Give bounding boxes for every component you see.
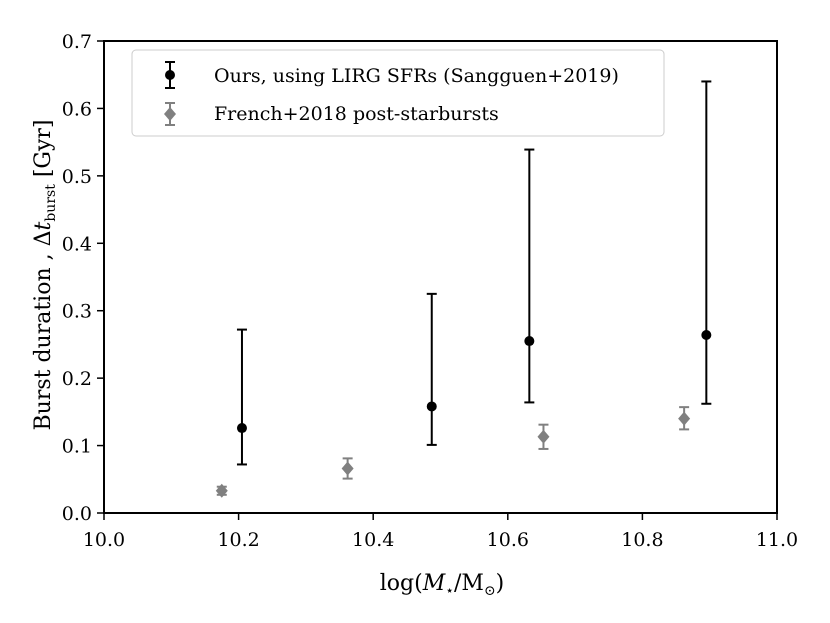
point-s1-p3 bbox=[678, 411, 691, 426]
axes bbox=[103, 40, 778, 514]
y-tick-label-0: 0.0 bbox=[62, 503, 92, 525]
x-axis-title: log(M⋆/M⊙) bbox=[380, 571, 505, 599]
legend-entry-ours: Ours, using LIRG SFRs (Sangguen+2019) bbox=[165, 61, 619, 89]
y-tick-label-5: 0.5 bbox=[62, 166, 92, 188]
legend-marker-french bbox=[164, 107, 176, 121]
data-marks bbox=[215, 80, 712, 498]
legend-marker-ours bbox=[165, 70, 175, 80]
y-axis-title: Burst duration , Δtburst [Gyr] bbox=[31, 119, 59, 430]
x-tick-label-4: 10.8 bbox=[621, 529, 663, 551]
legend-entry-french: French+2018 post-starbursts bbox=[164, 102, 499, 126]
point-s0-p3 bbox=[701, 329, 712, 340]
legend-label-ours: Ours, using LIRG SFRs (Sangguen+2019) bbox=[214, 65, 619, 87]
y-tick-label-2: 0.2 bbox=[62, 368, 92, 390]
point-s0-p0 bbox=[236, 423, 247, 434]
plot-frame bbox=[103, 40, 778, 514]
x-tick-label-2: 10.4 bbox=[352, 529, 394, 551]
legend: Ours, using LIRG SFRs (Sangguen+2019) Fr… bbox=[131, 49, 665, 137]
x-tick-label-3: 10.6 bbox=[487, 529, 529, 551]
point-s1-p1 bbox=[341, 461, 354, 476]
point-s1-p2 bbox=[537, 429, 550, 444]
y-tick-label-4: 0.4 bbox=[62, 233, 92, 255]
y-tick-label-7: 0.7 bbox=[62, 31, 92, 53]
point-s0-p1 bbox=[426, 401, 437, 412]
y-tick-label-6: 0.6 bbox=[62, 98, 92, 120]
series-1 bbox=[215, 406, 691, 498]
x-tick-label-0: 10.0 bbox=[83, 529, 125, 551]
ticks: 10.0 10.2 10.4 10.6 10.8 11.0 0.0 0.1 0.2 0.3 0.4 0… bbox=[62, 31, 798, 551]
point-s0-p2 bbox=[524, 336, 535, 347]
y-tick-label-1: 0.1 bbox=[62, 436, 92, 458]
y-tick-label-3: 0.3 bbox=[62, 301, 92, 323]
series-0 bbox=[236, 80, 712, 466]
x-tick-label-1: 10.2 bbox=[217, 529, 259, 551]
point-s1-p0 bbox=[215, 483, 228, 498]
legend-box bbox=[131, 49, 665, 137]
legend-label-french: French+2018 post-starbursts bbox=[214, 103, 499, 125]
x-tick-label-5: 11.0 bbox=[756, 529, 798, 551]
